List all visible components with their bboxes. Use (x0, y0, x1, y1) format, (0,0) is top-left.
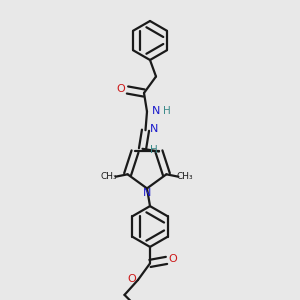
Text: CH₃: CH₃ (177, 172, 194, 181)
Text: CH₃: CH₃ (100, 172, 117, 181)
Text: H: H (163, 106, 170, 116)
Text: O: O (127, 274, 136, 284)
Text: N: N (152, 106, 160, 116)
Text: O: O (116, 84, 125, 94)
Text: N: N (143, 188, 151, 198)
Text: H: H (150, 145, 158, 155)
Text: N: N (150, 124, 159, 134)
Text: O: O (169, 254, 178, 264)
